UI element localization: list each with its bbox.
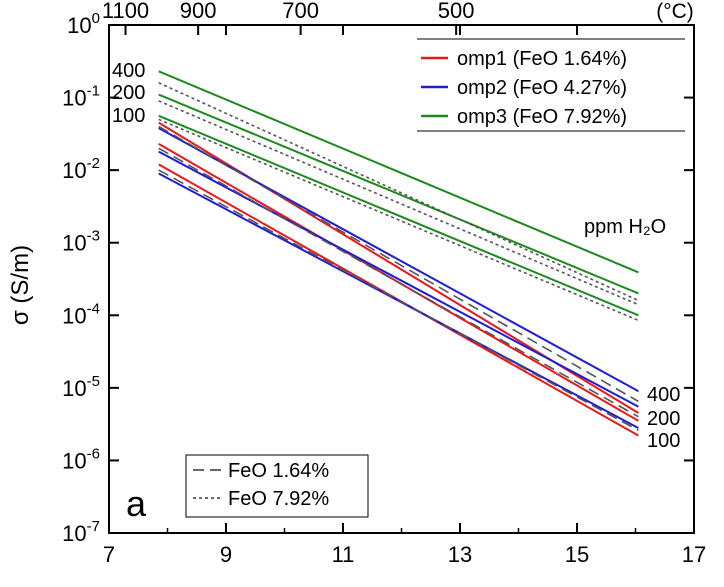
x-tick-label: 13 [448,542,472,567]
series-line [158,169,639,432]
y-tick-label: 10-3 [62,228,100,256]
y-axis-label: σ (S/m) [7,245,34,325]
series-line [158,118,639,322]
series-lines [158,70,639,437]
top-temp-label: 500 [438,0,475,23]
y-tick-label: 10-2 [62,155,100,183]
x-tick-label: 17 [682,542,706,567]
x-tick-label: 7 [103,542,115,567]
y-tick-label: 10-5 [62,373,100,401]
x-tick-label: 9 [220,542,232,567]
plot-background [109,25,694,533]
legend-entry-label: omp1 (FeO 1.64%) [457,48,627,70]
series-line [158,150,639,408]
y-tick-label: 10-7 [62,518,100,546]
legend-entry-label: omp3 (FeO 7.92%) [457,106,627,128]
y-tick-label: 10-4 [62,300,100,328]
x-tick-label: 11 [332,542,355,567]
top-temp-label: 700 [282,0,319,23]
style-legend-label: FeO 1.64% [228,460,329,482]
water-content-label-left: 100 [112,105,145,127]
water-content-label-right: 200 [647,408,680,430]
y-tick-label: 10-6 [62,445,100,473]
style-legend-label: FeO 7.92% [228,488,329,510]
legend-entry-label: omp2 (FeO 4.27%) [457,77,627,99]
series-line [158,147,639,418]
series-line [158,93,639,295]
series-line [158,125,639,403]
top-temp-label: 900 [180,0,217,23]
series-line [158,70,639,274]
water-content-label-right: 400 [647,384,680,406]
water-content-label-right: 100 [647,430,680,452]
y-tick-label: 10-1 [62,83,100,111]
top-axis-unit: (°C) [656,0,694,23]
x-tick-label: 15 [565,542,589,567]
top-temp-label: 1100 [102,0,149,23]
series-line [158,82,639,302]
water-unit-label: ppm H₂O [584,216,666,238]
axes: 7 9 11 13 15 17 100 10-1 10-2 10-3 10-4 10-5 10-6 10-… [62,0,706,567]
water-content-label-left: 400 [112,60,145,82]
series-line [158,114,639,317]
water-content-label-left: 200 [112,82,145,104]
series-line [158,100,639,306]
legends: omp1 (FeO 1.64%) omp2 (FeO 4.27%) omp3 (Fe… [185,38,685,518]
panel-label: a [126,483,147,524]
style-legend-box [185,454,369,518]
y-tick-label: 100 [67,10,100,38]
